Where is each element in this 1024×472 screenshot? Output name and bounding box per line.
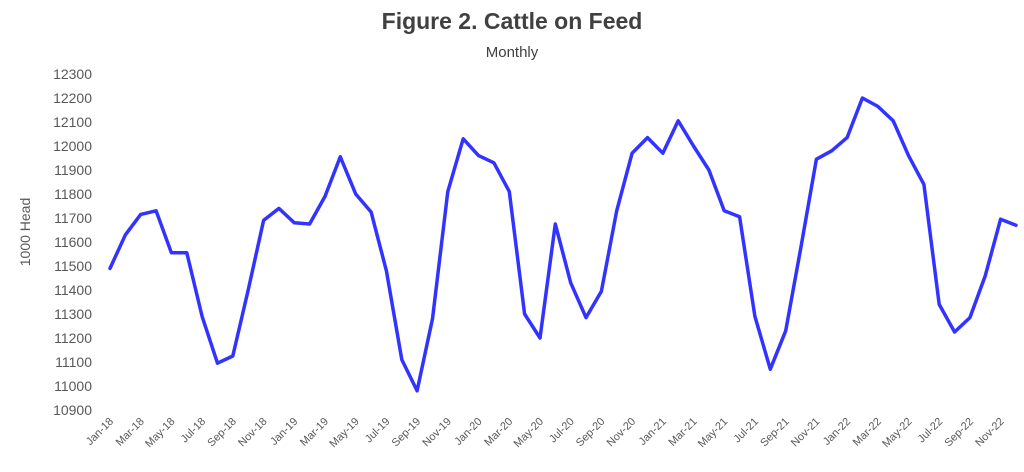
x-tick-label: May-22 — [880, 416, 914, 450]
y-tick-label: 11100 — [55, 354, 92, 370]
y-tick-label: 10900 — [53, 402, 92, 418]
chart-title: Figure 2. Cattle on Feed — [381, 8, 643, 34]
x-tick-label: Sep-22 — [942, 416, 976, 450]
y-tick-label: 12000 — [53, 138, 92, 154]
x-tick-label: Jan-20 — [452, 416, 484, 448]
x-tick-label: Jul-19 — [363, 416, 393, 446]
x-tick-label: Jul-20 — [547, 416, 577, 446]
series-line — [108, 96, 1018, 393]
y-tick-label: 11900 — [54, 162, 92, 178]
y-tick-label: 11400 — [54, 282, 92, 298]
x-tick-label: May-21 — [696, 416, 730, 450]
x-tick-label: Jan-18 — [84, 416, 116, 448]
y-tick-label: 12200 — [53, 90, 92, 106]
x-tick-label: May-18 — [143, 416, 177, 450]
x-tick-label: Jul-21 — [731, 416, 761, 446]
x-tick-label: Nov-18 — [236, 416, 270, 450]
y-tick-label: 11700 — [54, 210, 92, 226]
y-tick-label: 12300 — [53, 66, 92, 82]
x-tick-label: Sep-18 — [205, 416, 239, 450]
series-layer — [108, 96, 1018, 393]
x-tick-label: Sep-20 — [574, 416, 608, 450]
y-axis: 10900 11000 11100 11200 11300 11400 11500 11600… — [53, 66, 92, 418]
y-tick-label: 12100 — [53, 114, 92, 130]
x-tick-label: Mar-19 — [298, 416, 331, 449]
y-tick-label: 11200 — [54, 330, 92, 346]
x-tick-label: Jan-22 — [821, 416, 853, 448]
x-tick-label: Nov-21 — [789, 416, 823, 450]
y-tick-label: 11000 — [54, 378, 92, 394]
x-tick-label: Mar-21 — [667, 416, 700, 449]
x-tick-label: Mar-18 — [114, 416, 147, 449]
x-tick-label: Mar-22 — [851, 416, 884, 449]
y-axis-label: 1000 Head — [17, 198, 33, 267]
x-tick-label: Nov-20 — [605, 416, 639, 450]
x-tick-label: Nov-22 — [973, 416, 1007, 450]
y-tick-label: 11600 — [54, 234, 92, 250]
x-tick-label: Jul-18 — [179, 416, 209, 446]
x-tick-label: Jan-21 — [637, 416, 669, 448]
x-tick-label: Mar-20 — [482, 416, 515, 449]
x-tick-label: May-19 — [327, 416, 361, 450]
x-tick-label: May-20 — [512, 416, 546, 450]
x-tick-label: Sep-19 — [390, 416, 424, 450]
y-tick-label: 11800 — [54, 186, 92, 202]
chart-subtitle: Monthly — [485, 44, 539, 61]
x-tick-label: Nov-19 — [420, 416, 454, 450]
x-tick-label: Jul-22 — [916, 416, 946, 446]
y-tick-label: 11500 — [54, 258, 92, 274]
x-tick-label: Jan-19 — [268, 416, 300, 448]
x-tick-label: Sep-21 — [758, 416, 792, 450]
y-tick-label: 11300 — [54, 306, 92, 322]
